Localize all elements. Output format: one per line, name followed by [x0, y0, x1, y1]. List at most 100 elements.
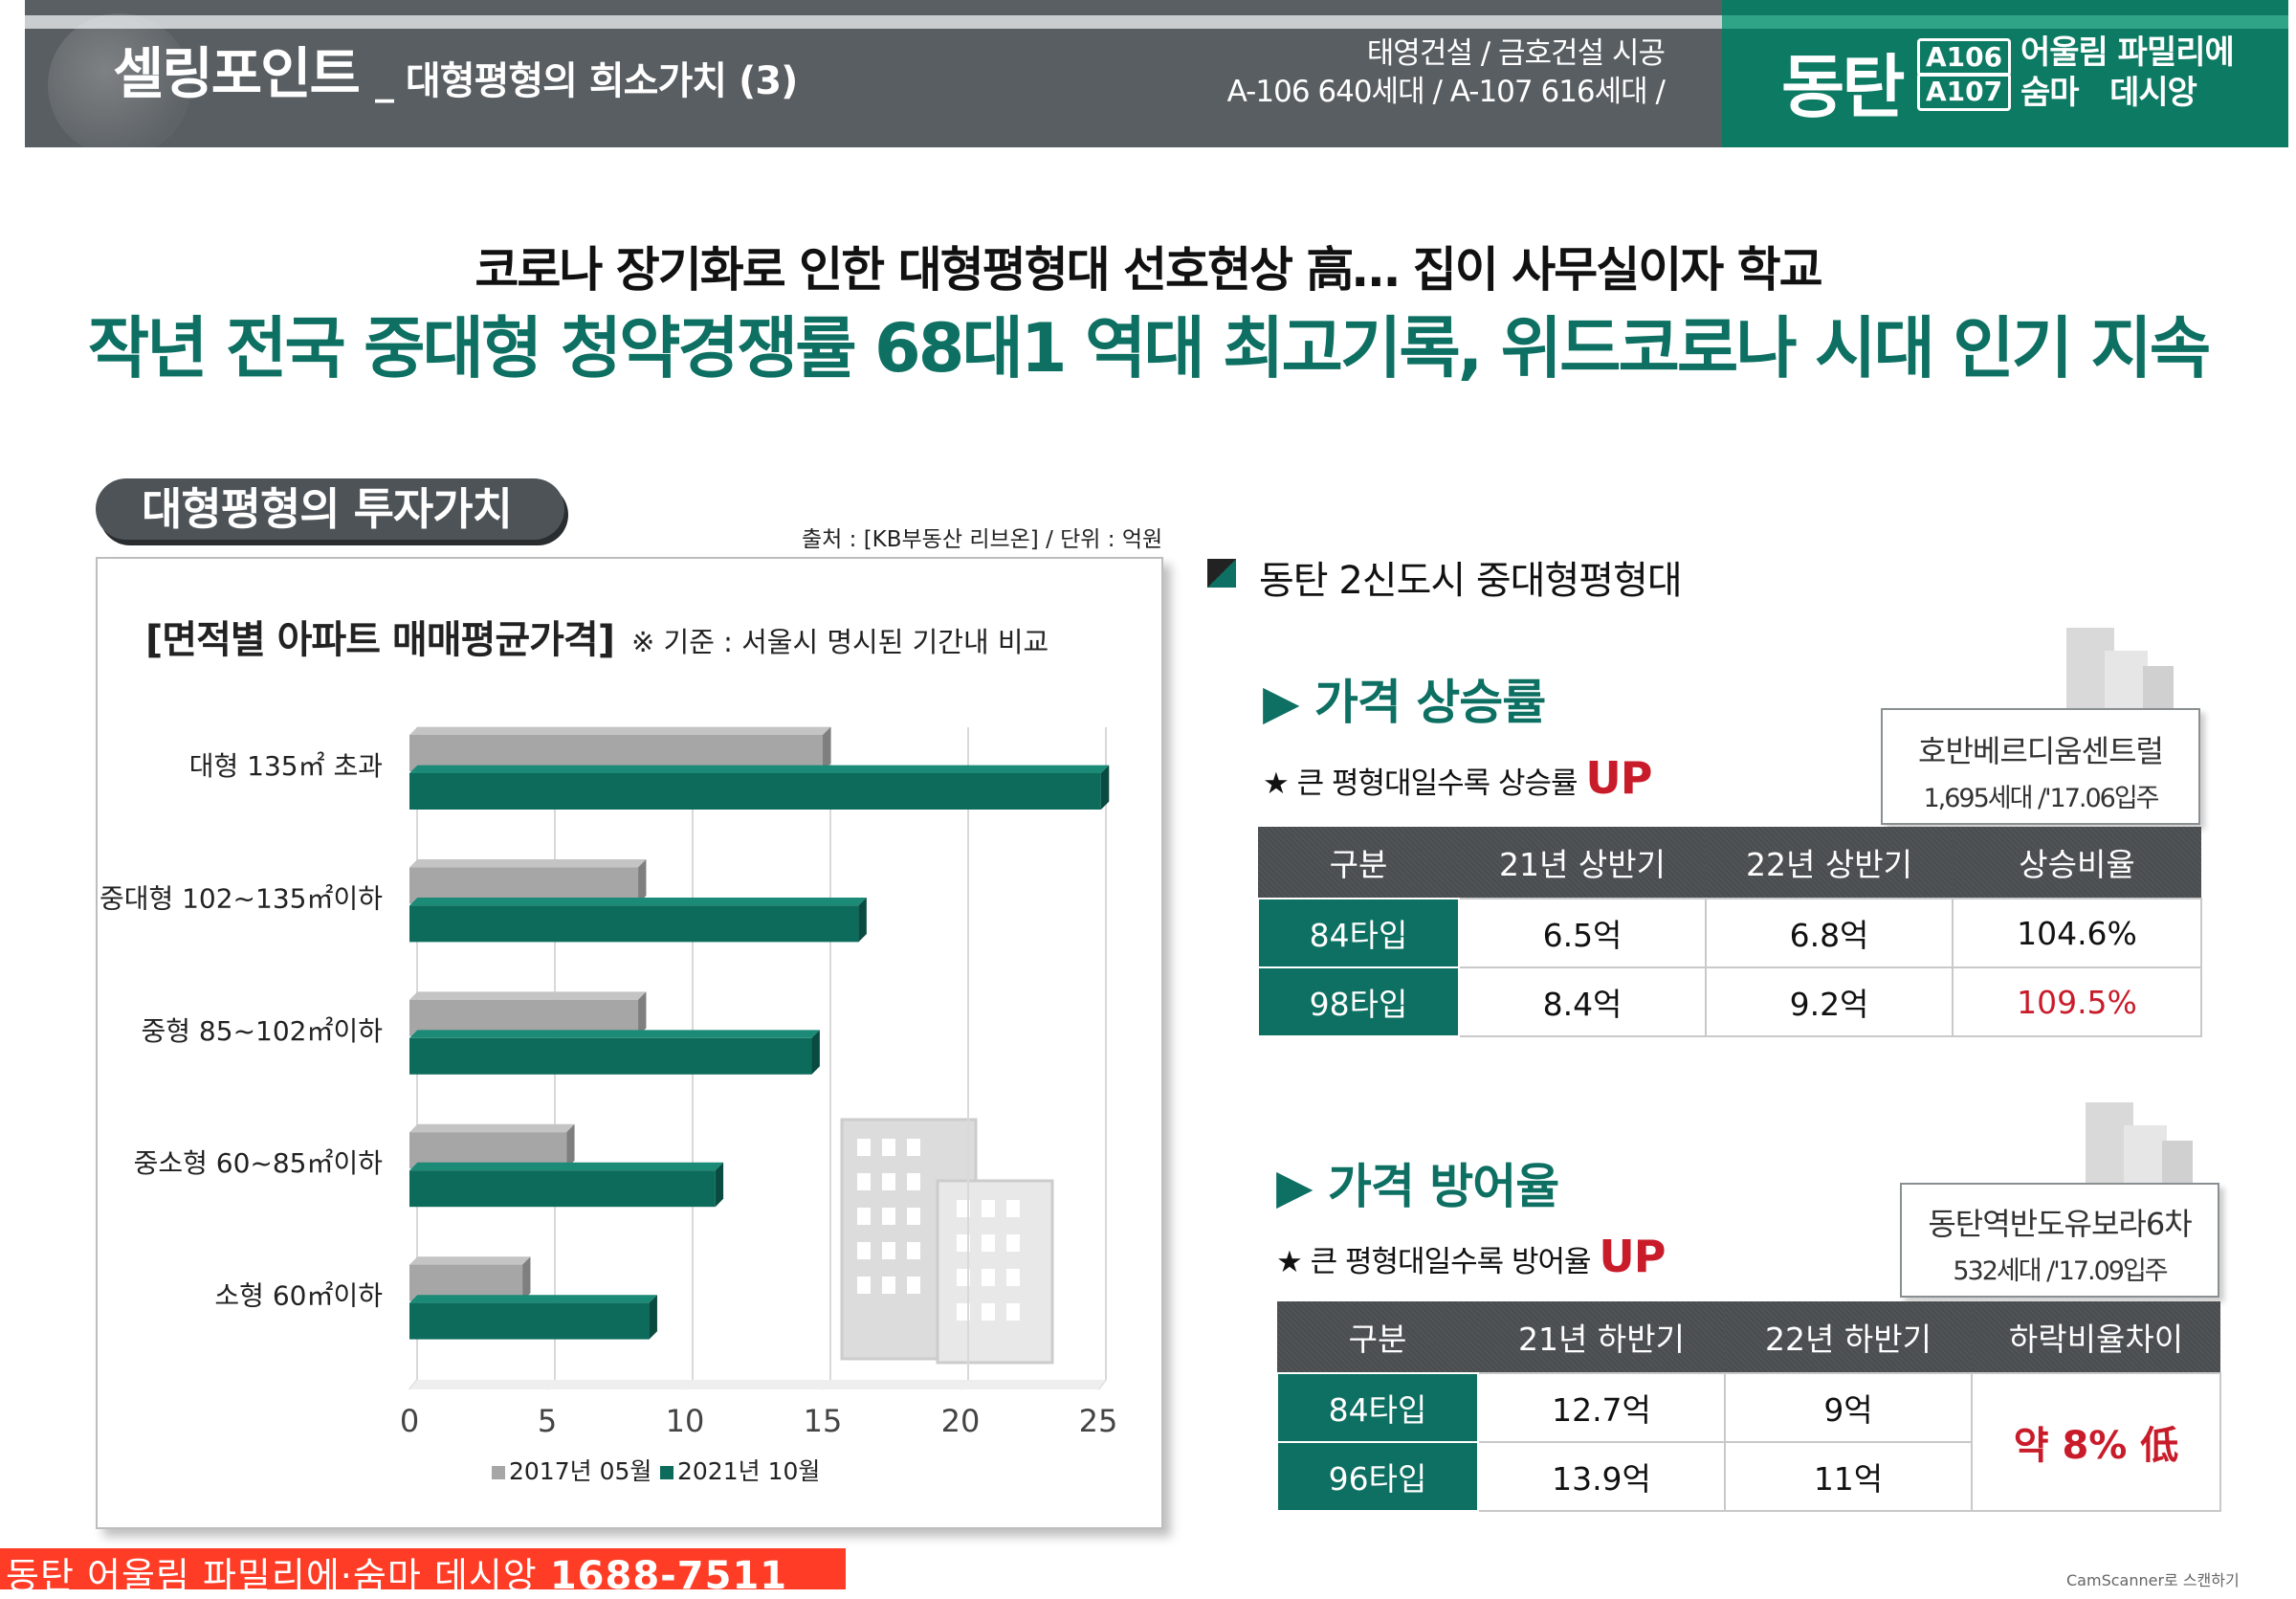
defense-row-0-c1: 12.7억 [1477, 1372, 1726, 1443]
defense-header-2: 22년 하반기 [1725, 1301, 1972, 1373]
rise-row-0-c1: 6.5억 [1458, 898, 1707, 968]
rise-note-text: ★ 큰 평형대일수록 상승률 [1263, 766, 1586, 801]
chart-bars [409, 726, 1110, 1340]
legend-swatch [660, 1466, 673, 1479]
section-pill-label: 대형평형의 투자가치 [96, 478, 564, 540]
defense-header-1: 21년 하반기 [1478, 1301, 1725, 1373]
scanner-watermark: CamScanner로 스캔하기 [2066, 1571, 2240, 1589]
rise-note-up: UP [1585, 752, 1652, 804]
defense-note-text: ★ 큰 평형대일수록 방어율 [1276, 1245, 1600, 1279]
bar-2021-4 [409, 1295, 657, 1340]
rise-row-1-c2: 9.2억 [1705, 966, 1954, 1037]
table-row: 98타입 8.4억 9.2억 109.5% [1257, 966, 2202, 1037]
category-label: 소형 60㎡이하 [214, 1280, 383, 1312]
headline-line-1: 코로나 장기화로 인한 대형평형대 선호현상 高… 집이 사무실이자 학교 [475, 242, 1822, 298]
rise-table: 구분 21년 상반기 22년 상반기 상승비율 84타입 6.5억 6.8억 1… [1257, 827, 2202, 1037]
headline-line-2: 작년 전국 중대형 청약경쟁률 68대1 역대 최고기록, 위드코로나 시대 인… [87, 309, 2211, 388]
rise-row-0-label: 84타입 [1257, 898, 1460, 968]
section-marker-icon [1207, 559, 1236, 588]
legend-swatch [492, 1466, 505, 1479]
rise-row-1-c1: 8.4억 [1458, 966, 1707, 1037]
chart-frame [96, 557, 1163, 1529]
rise-row-0-c2: 6.8억 [1705, 898, 1954, 968]
footer-phone: 1688-7511 [549, 1554, 788, 1598]
brand-name-line-2: 숨마 데시앙 [2020, 74, 2197, 112]
rise-table-header: 구분 21년 상반기 22년 상반기 상승비율 [1258, 827, 2201, 899]
builder-line-1: 태영건설 / 금호건설 시공 [1366, 36, 1666, 71]
building-icon [2066, 628, 2174, 709]
defense-complex-box: 동탄역반도유보라6차 532세대 /'17.09입주 [1900, 1183, 2219, 1298]
brand-badge-a107: A107 [1917, 73, 2011, 111]
defense-header-3: 하락비율차이 [1972, 1301, 2220, 1373]
bar-2021-1 [409, 898, 867, 943]
rise-header-0: 구분 [1258, 827, 1459, 899]
brand-name-line-1: 어울림 파밀리에 [2020, 33, 2235, 72]
rise-title: ▶ 가격 상승률 [1263, 675, 1546, 730]
category-label: 중대형 102~135㎡이하 [99, 882, 383, 914]
defense-complex-name: 동탄역반도유보라6차 [1928, 1206, 2192, 1242]
bar-2017-1 [409, 859, 647, 904]
brand-badge-a106: A106 [1917, 38, 2011, 77]
brand-city: 동탄 [1781, 47, 1905, 127]
defense-header-0: 구분 [1277, 1301, 1478, 1373]
x-tick-label: 5 [538, 1403, 557, 1439]
building-illustration [840, 1118, 1054, 1365]
legend-label: 2017년 05월 [509, 1457, 651, 1485]
rise-row-1-label: 98타입 [1257, 966, 1460, 1037]
chart-note: ※ 기준 : 서울시 명시된 기간내 비교 [631, 626, 1049, 658]
header-bar [25, 29, 1722, 147]
bar-2017-2 [409, 991, 647, 1036]
chart-gridlines [408, 727, 1107, 1390]
category-label: 대형 135㎡ 초과 [189, 750, 383, 782]
rise-row-1-c3: 109.5% [1952, 966, 2202, 1037]
defense-note: ★ 큰 평형대일수록 방어율 UP [1276, 1231, 1666, 1282]
table-row: 96타입 13.9억 11억 [1276, 1441, 2220, 1512]
footer-contact: 동탄 어울림 파밀리에·숨마 데시앙 1688-7511 [6, 1546, 787, 1599]
bar-2021-0 [409, 765, 1110, 810]
defense-row-0-c2: 9억 [1724, 1372, 1973, 1443]
defense-row-1-label: 96타입 [1276, 1441, 1479, 1512]
bar-2021-3 [409, 1162, 724, 1208]
category-label: 중형 85~102㎡이하 [142, 1015, 383, 1047]
rise-note: ★ 큰 평형대일수록 상승률 UP [1263, 752, 1652, 804]
legend-label: 2021년 10월 [677, 1457, 820, 1485]
x-tick-label: 20 [941, 1403, 981, 1439]
rise-header-2: 22년 상반기 [1706, 827, 1953, 899]
table-row: 84타입 6.5억 6.8억 104.6% [1257, 898, 2202, 968]
bar-2017-0 [409, 726, 831, 771]
defense-row-0-label: 84타입 [1276, 1372, 1479, 1443]
bar-2017-4 [409, 1256, 531, 1301]
defense-row-1-c1: 13.9억 [1477, 1441, 1726, 1512]
builder-line-2: A-106 640세대 / A-107 616세대 / [1226, 75, 1666, 109]
chart-legend: 2017년 05월 2021년 10월 [492, 1457, 820, 1485]
chart-floor [409, 1380, 1106, 1389]
defense-table-header: 구분 21년 하반기 22년 하반기 하락비율차이 [1277, 1301, 2220, 1373]
defense-note-up: UP [1599, 1231, 1666, 1282]
brand-name: 어울림 파밀리에 숨마 데시앙 [2020, 33, 2235, 113]
rise-row-0-c3: 104.6% [1952, 898, 2202, 968]
rise-complex-detail: 1,695세대 /'17.06입주 [1923, 784, 2159, 813]
section-title: 동탄 2신도시 중대형평형대 [1259, 559, 1683, 603]
building-icon [2086, 1102, 2193, 1184]
table-row: 84타입 12.7억 9억 약 8% 低 [1276, 1372, 2221, 1512]
chart-source: 출처 : [KB부동산 리브온] / 단위 : 억원 [802, 527, 1163, 552]
bar-2017-3 [409, 1123, 575, 1169]
chart-tick-labels: 0 5 10 15 20 25 [400, 1403, 1118, 1439]
chart-title: [면적별 아파트 매매평균가격] [145, 618, 615, 662]
rise-header-1: 21년 상반기 [1459, 827, 1706, 899]
footer-bar [0, 1548, 846, 1589]
header-subtitle: _ 대형평형의 희소가치 (3) [375, 59, 798, 103]
defense-row-1-c2: 11억 [1724, 1441, 1973, 1512]
x-tick-label: 10 [666, 1403, 705, 1439]
bar-2021-2 [409, 1030, 820, 1075]
defense-complex-detail: 532세대 /'17.09입주 [1953, 1256, 2168, 1286]
defense-table: 구분 21년 하반기 22년 하반기 하락비율차이 84타입 12.7억 9억 … [1276, 1301, 2221, 1512]
x-tick-label: 0 [400, 1403, 419, 1439]
x-tick-label: 15 [804, 1403, 843, 1439]
header-title: 셀링포인트 [113, 41, 361, 106]
defense-title: ▶ 가격 방어율 [1276, 1159, 1559, 1214]
rise-complex-name: 호반베르디움센트럴 [1918, 733, 2164, 769]
brand-block-strip [1722, 15, 2288, 29]
